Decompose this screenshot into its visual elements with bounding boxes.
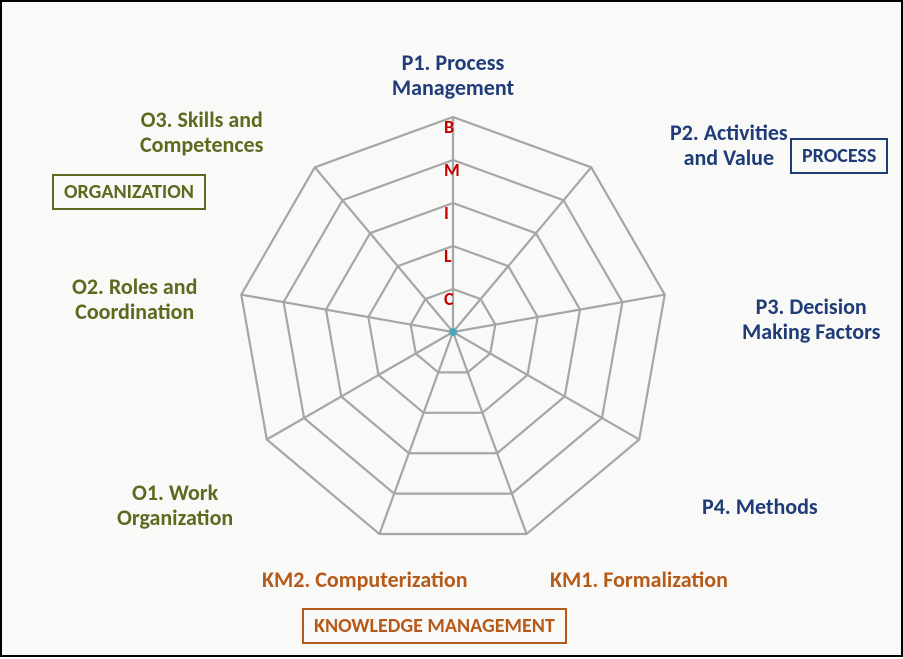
radar-center-marker (449, 328, 457, 336)
axis-label-p1: P1. Process Management (363, 50, 543, 101)
radar-spoke (453, 332, 527, 534)
axis-label-km1: KM1. Formalization (550, 567, 728, 592)
radar-spoke (453, 332, 639, 440)
radar-scale-label: B (444, 116, 454, 138)
axis-label-o1: O1. Work Organization (117, 480, 233, 531)
radar-spoke (315, 167, 453, 332)
axis-label-km2: KM2. Computerization (262, 567, 468, 592)
axis-label-p3: P3. Decision Making Factors (742, 294, 880, 345)
axis-label-o2: O2. Roles and Coordination (72, 274, 197, 325)
radar-spoke (453, 295, 665, 332)
axis-label-p4: P4. Methods (702, 494, 818, 519)
radar-scale-label: M (444, 159, 460, 181)
axis-label-p2: P2. Activities and Value (670, 120, 788, 171)
radar-spoke (241, 295, 453, 332)
radar-scale-label: I (444, 202, 449, 224)
radar-spoke (453, 167, 591, 332)
category-box-knowledge-management: KNOWLEDGE MANAGEMENT (302, 608, 567, 644)
category-box-organization: ORGANIZATION (52, 174, 206, 210)
radar-scale-label: C (444, 288, 454, 310)
category-box-process: PROCESS (790, 138, 888, 174)
radar-spoke (379, 332, 453, 534)
radar-spoke (267, 332, 453, 440)
diagram-frame: { "viewport": { "width": 903, "height": … (0, 0, 903, 657)
radar-scale-label: L (444, 245, 452, 267)
axis-label-o3: O3. Skills and Competences (140, 107, 263, 158)
